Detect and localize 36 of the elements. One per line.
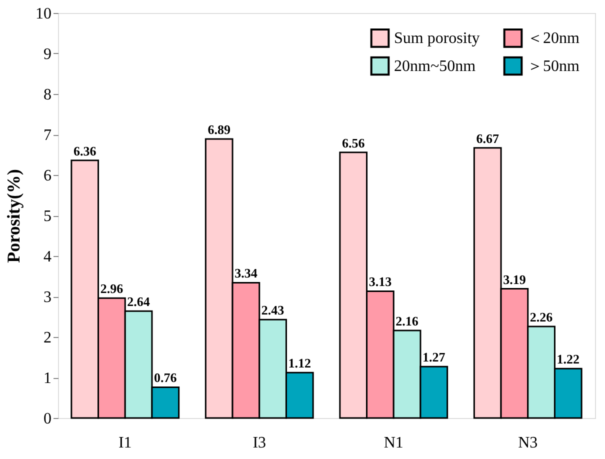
data-label: 2.16 — [396, 314, 419, 329]
y-tick-label: 5 — [44, 208, 52, 225]
x-tick-label: N1 — [384, 434, 404, 452]
y-tick-label: 1 — [44, 370, 52, 387]
data-label: 1.27 — [422, 350, 446, 365]
data-label: 1.22 — [556, 352, 580, 367]
data-label: 6.89 — [208, 122, 231, 137]
data-label: 6.36 — [73, 143, 97, 158]
legend-label: ＜20nm — [527, 30, 580, 48]
data-label: 2.64 — [127, 294, 150, 310]
legend-label: Sum porosity — [394, 30, 480, 48]
y-tick-label: 10 — [36, 6, 52, 22]
y-axis-title: Porosity(%) — [4, 169, 24, 263]
data-label: 6.67 — [476, 130, 500, 146]
y-tick-label: 2 — [44, 330, 52, 346]
x-tick-label: N3 — [518, 434, 538, 452]
data-label: 1.12 — [288, 356, 312, 371]
data-label: 0.76 — [154, 370, 178, 386]
data-label: 3.19 — [503, 272, 526, 287]
data-label: 3.34 — [234, 266, 258, 281]
data-label: 2.96 — [100, 281, 124, 296]
data-label: 6.56 — [342, 135, 366, 150]
data-label: 2.26 — [530, 309, 554, 324]
y-tick-label: 7 — [44, 127, 52, 144]
y-tick-label: 6 — [44, 168, 52, 184]
legend-label: ＞50nm — [527, 58, 580, 75]
data-label: 2.43 — [261, 302, 285, 318]
y-tick-label: 0 — [44, 410, 52, 428]
y-tick-label: 3 — [44, 289, 52, 306]
x-tick-label: I3 — [252, 434, 266, 452]
legend-label: 20nm~50nm — [394, 58, 476, 75]
y-tick-label: 8 — [44, 86, 52, 104]
y-tick-label: 9 — [44, 46, 52, 63]
x-tick-label: I1 — [118, 434, 132, 452]
y-tick-label: 4 — [44, 248, 52, 266]
data-label: 3.13 — [368, 274, 392, 290]
